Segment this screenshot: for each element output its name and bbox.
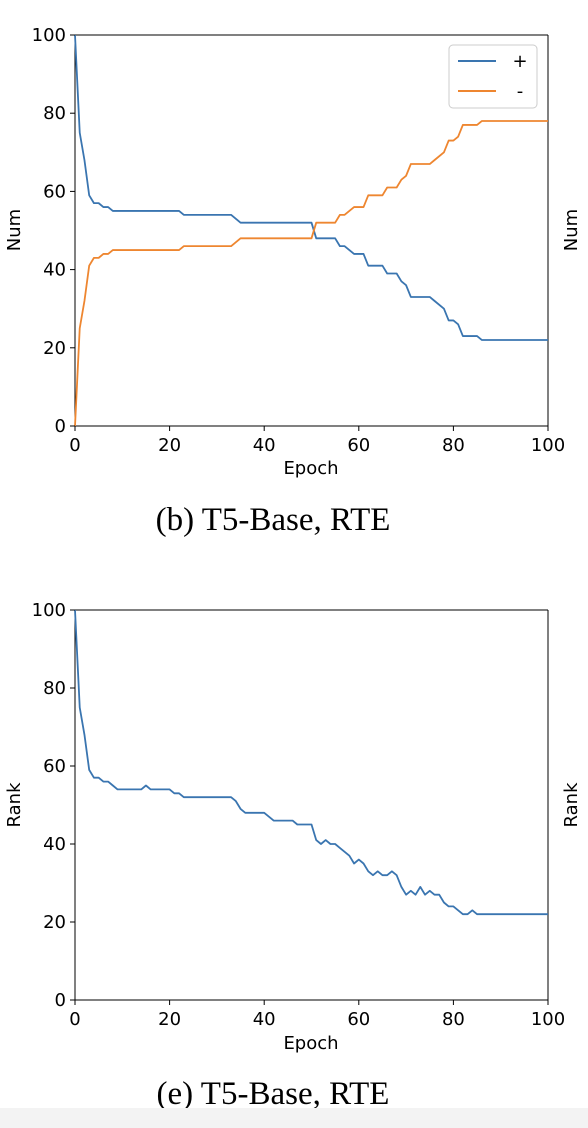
num-x-axis-label: Epoch <box>283 458 338 479</box>
num-y-tick-label: 60 <box>43 181 66 202</box>
legend-label-minus: - <box>517 81 524 102</box>
neighbor-panel-num-label: Num <box>561 209 582 251</box>
rank-y-tick-label: 80 <box>43 678 66 699</box>
rank-chart: 0 20 40 60 80 100 0 20 40 60 80 100 Epoch Rank Ran… <box>4 600 582 1054</box>
num-series-line-1 <box>74 34 548 341</box>
rank-y-tick-label: 0 <box>55 990 66 1011</box>
num-x-ticks: 0 20 40 60 80 100 <box>69 426 565 456</box>
num-y-axis-label: Num <box>4 209 25 251</box>
bottom-edge <box>0 1108 588 1128</box>
legend: + - <box>448 44 538 109</box>
rank-y-ticks: 0 20 40 60 80 100 <box>32 600 75 1011</box>
caption-top: (b) T5-Base, RTE <box>155 502 391 538</box>
rank-x-ticks: 0 20 40 60 80 100 <box>69 1000 565 1030</box>
num-x-tick-label: 100 <box>531 435 565 456</box>
caption-bottom: (e) T5-Base, RTE <box>156 1076 390 1112</box>
num-series-group <box>74 34 548 427</box>
num-x-tick-label: 60 <box>347 435 370 456</box>
num-x-tick-label: 40 <box>253 435 276 456</box>
rank-x-axis-label: Epoch <box>283 1033 338 1054</box>
num-y-tick-label: 40 <box>43 260 66 281</box>
rank-y-tick-label: 100 <box>32 600 66 621</box>
rank-y-tick-label: 60 <box>43 756 66 777</box>
rank-x-tick-label: 0 <box>69 1009 80 1030</box>
neighbor-panel-rank-label: Rank <box>561 782 582 828</box>
num-y-tick-label: 20 <box>43 338 66 359</box>
rank-series-group <box>74 609 548 916</box>
rank-series-line-1 <box>74 609 548 916</box>
num-y-ticks: 0 20 40 60 80 100 <box>32 25 75 437</box>
rank-x-tick-label: 60 <box>347 1009 370 1030</box>
num-y-tick-label: 80 <box>43 103 66 124</box>
num-x-tick-label: 80 <box>442 435 465 456</box>
rank-x-tick-label: 40 <box>253 1009 276 1030</box>
num-series-line-2 <box>74 120 548 427</box>
rank-x-tick-label: 100 <box>531 1009 565 1030</box>
num-x-tick-label: 20 <box>158 435 181 456</box>
num-y-tick-label: 0 <box>55 416 66 437</box>
rank-y-tick-label: 40 <box>43 834 66 855</box>
num-y-tick-label: 100 <box>32 25 66 46</box>
rank-x-tick-label: 80 <box>442 1009 465 1030</box>
rank-y-axis-label: Rank <box>4 782 25 828</box>
num-x-tick-label: 0 <box>69 435 80 456</box>
legend-label-plus: + <box>512 51 527 72</box>
rank-y-tick-label: 20 <box>43 912 66 933</box>
rank-x-tick-label: 20 <box>158 1009 181 1030</box>
